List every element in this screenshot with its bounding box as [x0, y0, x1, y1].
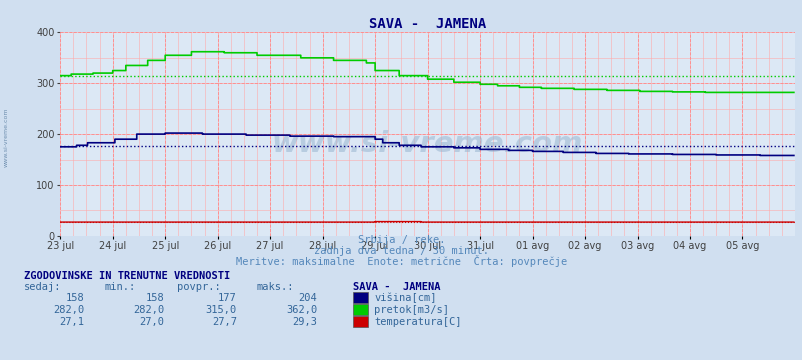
Text: 27,1: 27,1: [59, 317, 84, 327]
Text: Meritve: maksimalne  Enote: metrične  Črta: povprečje: Meritve: maksimalne Enote: metrične Črta…: [236, 255, 566, 267]
Text: 282,0: 282,0: [53, 305, 84, 315]
Text: www.si-vreme.com: www.si-vreme.com: [4, 107, 9, 167]
Text: min.:: min.:: [104, 282, 136, 292]
Text: www.si-vreme.com: www.si-vreme.com: [272, 130, 582, 158]
Text: 315,0: 315,0: [205, 305, 237, 315]
Text: zadnja dva tedna / 30 minut.: zadnja dva tedna / 30 minut.: [314, 246, 488, 256]
Text: sedaj:: sedaj:: [24, 282, 62, 292]
Text: Srbija / reke.: Srbija / reke.: [358, 235, 444, 245]
Text: 362,0: 362,0: [286, 305, 317, 315]
Text: 27,7: 27,7: [212, 317, 237, 327]
Text: 29,3: 29,3: [292, 317, 317, 327]
Text: maks.:: maks.:: [257, 282, 294, 292]
Text: 282,0: 282,0: [133, 305, 164, 315]
Text: temperatura[C]: temperatura[C]: [374, 317, 461, 327]
Text: 27,0: 27,0: [140, 317, 164, 327]
Text: ZGODOVINSKE IN TRENUTNE VREDNOSTI: ZGODOVINSKE IN TRENUTNE VREDNOSTI: [24, 271, 230, 281]
Text: SAVA -  JAMENA: SAVA - JAMENA: [353, 282, 440, 292]
Text: 158: 158: [146, 293, 164, 303]
Text: pretok[m3/s]: pretok[m3/s]: [374, 305, 448, 315]
Text: 204: 204: [298, 293, 317, 303]
Title: SAVA -  JAMENA: SAVA - JAMENA: [368, 17, 486, 31]
Text: višina[cm]: višina[cm]: [374, 293, 436, 303]
Text: povpr.:: povpr.:: [176, 282, 220, 292]
Text: 177: 177: [218, 293, 237, 303]
Text: 158: 158: [66, 293, 84, 303]
